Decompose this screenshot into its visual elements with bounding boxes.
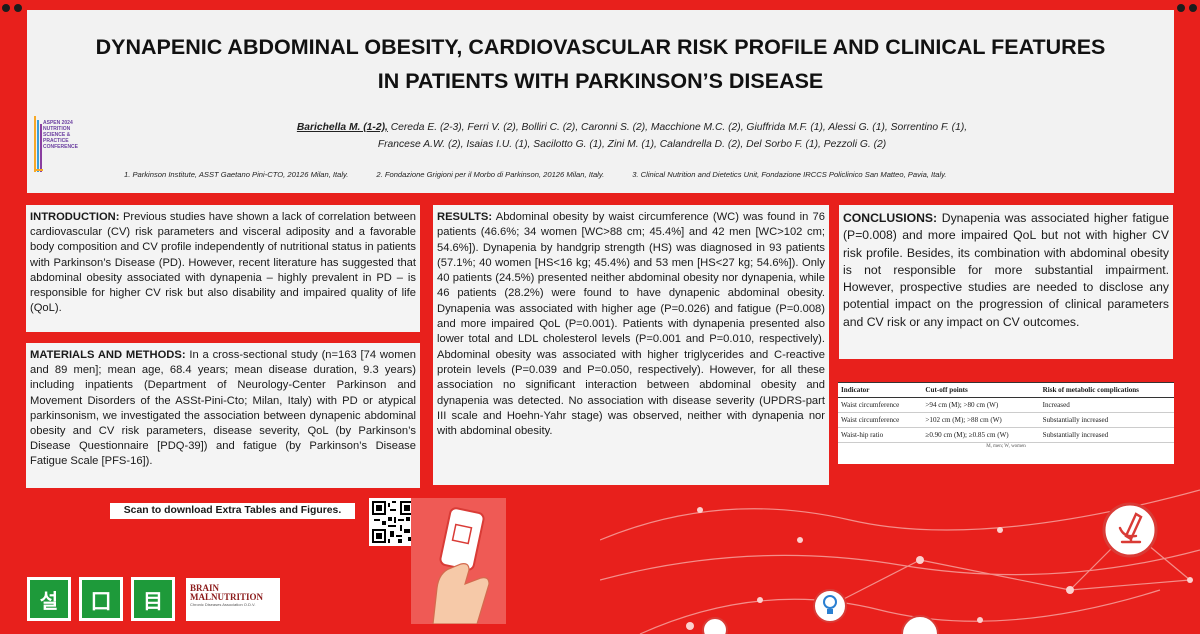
- conference-logo-mark: [34, 116, 43, 172]
- authors-line1: Cereda E. (2-3), Ferri V. (2), Bolliri C…: [387, 122, 968, 133]
- table-row: Waist circumference >94 cm (M); >80 cm (…: [838, 397, 1174, 413]
- corner-dot: [2, 4, 10, 12]
- brain-logo-line2: MALNUTRITION: [190, 592, 264, 602]
- table-row: Waist circumference >102 cm (M); >88 cm …: [838, 412, 1174, 428]
- table-cell: Substantially increased: [1039, 412, 1174, 428]
- table-header-cell: Cut-off points: [922, 382, 1040, 398]
- table-cell: Waist circumference: [838, 397, 923, 413]
- table-cell: >94 cm (M); >80 cm (W): [922, 397, 1040, 413]
- phone-scan-illustration: [411, 498, 506, 625]
- partner-logo-1-mark: 설: [30, 580, 68, 618]
- partner-logo-3-mark: 目: [134, 580, 172, 618]
- table-cell: Waist-hip ratio: [838, 427, 923, 443]
- poster-title: DYNAPENIC ABDOMINAL OBESITY, CARDIOVASCU…: [27, 30, 1174, 98]
- partner-logo-2: 囗: [79, 577, 123, 621]
- brain-logo-sub: Chronic Diseases Association O.D.V.: [190, 602, 256, 607]
- poster-title-line2: IN PATIENTS WITH PARKINSON’S DISEASE: [377, 69, 824, 93]
- methods-text: In a cross-sectional study (n=163 [74 wo…: [30, 349, 416, 468]
- table-footnote: M, men; W, women: [986, 444, 1026, 449]
- conclusions-text: Dynapenia was associated higher fatigue …: [843, 211, 1169, 329]
- results-section: RESULTS: Abdominal obesity by waist circ…: [433, 205, 829, 485]
- affiliation-2: 2. Fondazione Grigioni per il Morbo di P…: [376, 170, 605, 179]
- table-cell: >102 cm (M); >88 cm (W): [922, 412, 1040, 428]
- poster-header: ASPEN 2024 NUTRITION SCIENCE & PRACTICE …: [27, 10, 1174, 193]
- table-cell: ≥0.90 cm (M); ≥0.85 cm (W): [922, 427, 1040, 443]
- results-heading: RESULTS:: [437, 211, 493, 223]
- introduction-section: INTRODUCTION: Previous studies have show…: [26, 205, 420, 332]
- gear-icon: [901, 615, 939, 634]
- scan-label: Scan to download Extra Tables and Figure…: [110, 503, 355, 519]
- partner-logo-3: 目: [131, 577, 175, 621]
- methods-section: MATERIALS AND METHODS: In a cross-sectio…: [26, 343, 420, 488]
- corner-dot: [14, 4, 22, 12]
- qr-code-icon: [372, 501, 414, 543]
- table-row: Waist-hip ratio ≥0.90 cm (M); ≥0.85 cm (…: [838, 427, 1174, 443]
- introduction-heading: INTRODUCTION:: [30, 211, 120, 223]
- affiliation-1: 1. Parkinson Institute, ASST Gaetano Pin…: [124, 170, 349, 179]
- conclusions-section: CONCLUSIONS: Dynapenia was associated hi…: [839, 205, 1173, 359]
- lightbulb-icon: [813, 589, 847, 623]
- table-header-row: Indicator Cut-off points Risk of metabol…: [838, 382, 1174, 398]
- table-header-cell: Risk of metabolic complications: [1039, 382, 1174, 398]
- qr-code[interactable]: [369, 498, 417, 546]
- brain-logo-line1: BRAIN: [190, 583, 220, 593]
- microscope-icon: [1102, 502, 1158, 558]
- table-cell: Increased: [1039, 397, 1174, 413]
- cutoff-table: Indicator Cut-off points Risk of metabol…: [838, 382, 1174, 443]
- corner-dot: [1189, 4, 1197, 12]
- table-cell: Waist circumference: [838, 412, 923, 428]
- phone-hand-icon: [432, 507, 490, 625]
- conclusions-heading: CONCLUSIONS:: [843, 211, 938, 225]
- authors-line2: Francese A.W. (2), Isaias I.U. (1), Saci…: [377, 139, 887, 150]
- obesity-cutoff-table: Indicator Cut-off points Risk of metabol…: [838, 382, 1174, 464]
- poster-title-line1: DYNAPENIC ABDOMINAL OBESITY, CARDIOVASCU…: [95, 35, 1106, 59]
- partner-logo-2-mark: 囗: [82, 580, 120, 618]
- methods-heading: MATERIALS AND METHODS:: [30, 349, 186, 361]
- affiliations: 1. Parkinson Institute, ASST Gaetano Pin…: [124, 170, 1124, 179]
- brain-malnutrition-logo: BRAIN MALNUTRITION Chronic Diseases Asso…: [186, 578, 280, 621]
- affiliation-3: 3. Clinical Nutrition and Dietetics Unit…: [632, 170, 947, 179]
- table-cell: Substantially increased: [1039, 427, 1174, 443]
- conference-logo-text: ASPEN 2024 NUTRITION SCIENCE & PRACTICE …: [43, 120, 79, 150]
- author-list: Barichella M. (1-2), Cereda E. (2-3), Fe…: [137, 119, 1127, 153]
- table-header-cell: Indicator: [838, 382, 923, 398]
- introduction-text: Previous studies have shown a lack of co…: [30, 211, 416, 315]
- first-author: Barichella M. (1-2),: [296, 122, 388, 133]
- conference-logo: ASPEN 2024 NUTRITION SCIENCE & PRACTICE …: [33, 114, 87, 174]
- leaf-icon: [702, 617, 728, 634]
- corner-dot: [1177, 4, 1185, 12]
- partner-logo-1: 설: [27, 577, 71, 621]
- network-decoration: [600, 489, 1200, 634]
- results-text: Abdominal obesity by waist circumference…: [437, 211, 825, 438]
